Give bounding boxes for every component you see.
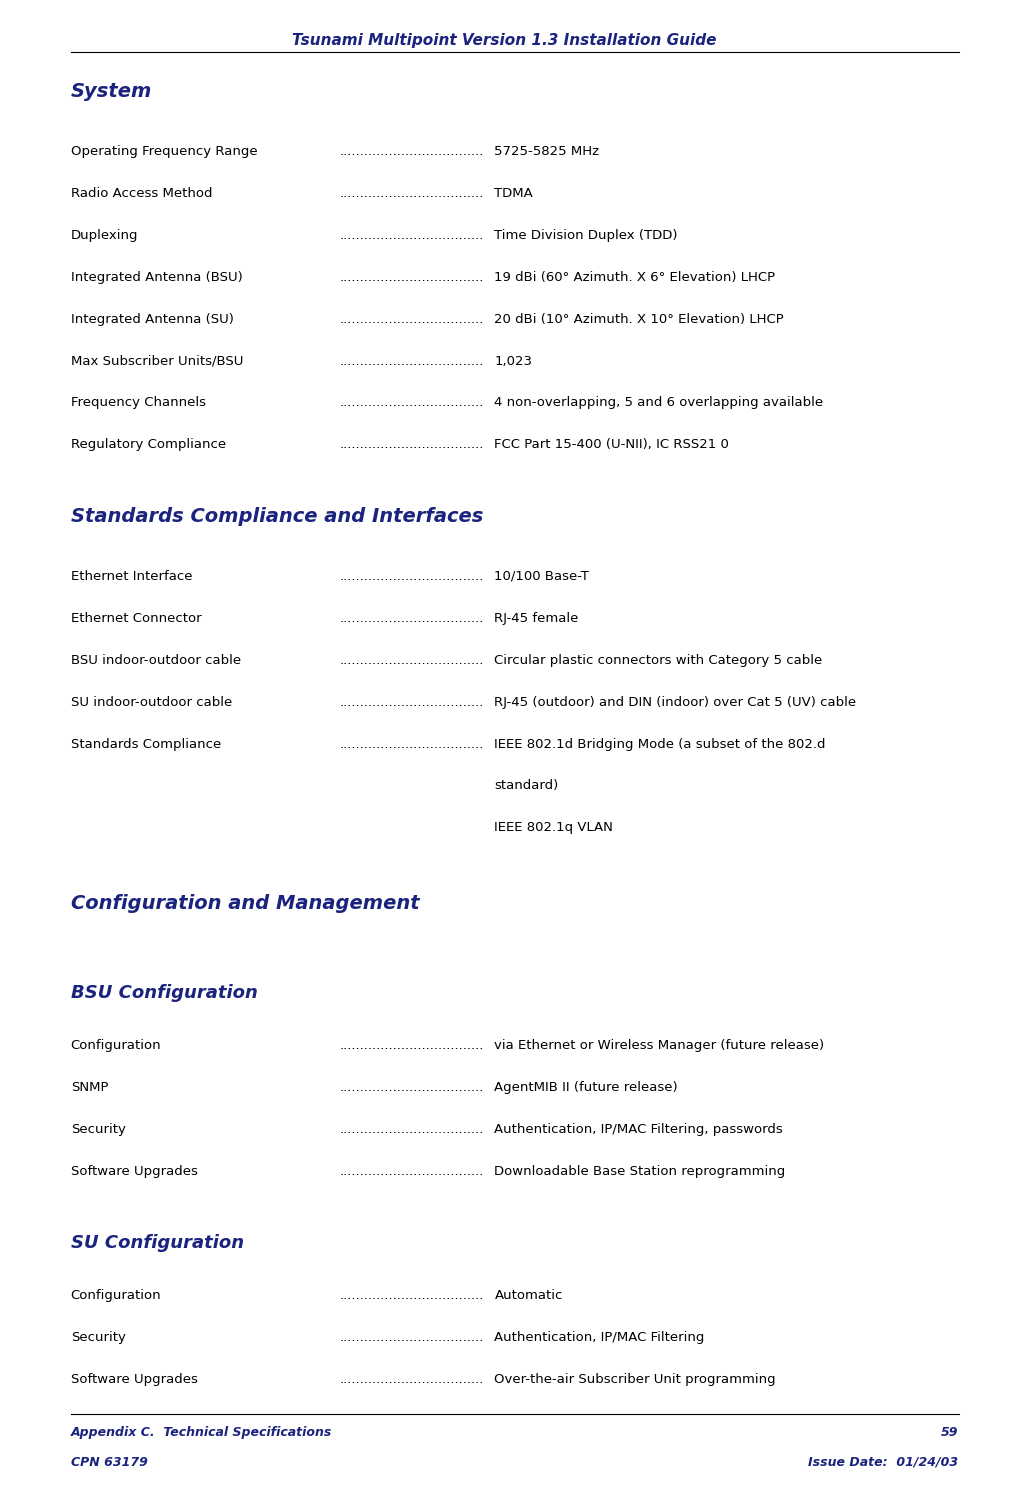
Text: Ethernet Interface: Ethernet Interface <box>71 570 192 583</box>
Text: ...................................: ................................... <box>340 1373 484 1385</box>
Text: Frequency Channels: Frequency Channels <box>71 396 206 410</box>
Text: ...................................: ................................... <box>340 570 484 583</box>
Text: Configuration: Configuration <box>71 1290 161 1302</box>
Text: 5725-5825 MHz: 5725-5825 MHz <box>494 145 599 159</box>
Text: Software Upgrades: Software Upgrades <box>71 1373 198 1385</box>
Text: AgentMIB II (future release): AgentMIB II (future release) <box>494 1082 678 1094</box>
Text: ...................................: ................................... <box>340 1290 484 1302</box>
Text: SNMP: SNMP <box>71 1082 108 1094</box>
Text: Regulatory Compliance: Regulatory Compliance <box>71 438 226 452</box>
Text: Issue Date:  01/24/03: Issue Date: 01/24/03 <box>808 1456 959 1469</box>
Text: ...................................: ................................... <box>340 187 484 200</box>
Text: 4 non-overlapping, 5 and 6 overlapping available: 4 non-overlapping, 5 and 6 overlapping a… <box>494 396 823 410</box>
Text: ...................................: ................................... <box>340 145 484 159</box>
Text: ...................................: ................................... <box>340 438 484 452</box>
Text: ...................................: ................................... <box>340 654 484 667</box>
Text: SU Configuration: SU Configuration <box>71 1234 244 1252</box>
Text: ...................................: ................................... <box>340 612 484 625</box>
Text: 19 dBi (60° Azimuth. X 6° Elevation) LHCP: 19 dBi (60° Azimuth. X 6° Elevation) LHC… <box>494 271 776 284</box>
Text: Operating Frequency Range: Operating Frequency Range <box>71 145 257 159</box>
Text: Automatic: Automatic <box>494 1290 563 1302</box>
Text: Security: Security <box>71 1123 125 1135</box>
Text: Duplexing: Duplexing <box>71 229 138 242</box>
Text: Standards Compliance and Interfaces: Standards Compliance and Interfaces <box>71 507 483 527</box>
Text: Authentication, IP/MAC Filtering: Authentication, IP/MAC Filtering <box>494 1331 704 1343</box>
Text: Integrated Antenna (BSU): Integrated Antenna (BSU) <box>71 271 242 284</box>
Text: Standards Compliance: Standards Compliance <box>71 738 221 751</box>
Text: 20 dBi (10° Azimuth. X 10° Elevation) LHCP: 20 dBi (10° Azimuth. X 10° Elevation) LH… <box>494 313 784 326</box>
Text: Ethernet Connector: Ethernet Connector <box>71 612 201 625</box>
Text: Over-the-air Subscriber Unit programming: Over-the-air Subscriber Unit programming <box>494 1373 776 1385</box>
Text: Max Subscriber Units/BSU: Max Subscriber Units/BSU <box>71 355 243 368</box>
Text: BSU indoor-outdoor cable: BSU indoor-outdoor cable <box>71 654 241 667</box>
Text: Downloadable Base Station reprogramming: Downloadable Base Station reprogramming <box>494 1165 786 1177</box>
Text: CPN 63179: CPN 63179 <box>71 1456 147 1469</box>
Text: SU indoor-outdoor cable: SU indoor-outdoor cable <box>71 696 232 709</box>
Text: Time Division Duplex (TDD): Time Division Duplex (TDD) <box>494 229 678 242</box>
Text: Appendix C.  Technical Specifications: Appendix C. Technical Specifications <box>71 1426 332 1439</box>
Text: ...................................: ................................... <box>340 1123 484 1135</box>
Text: ...................................: ................................... <box>340 1082 484 1094</box>
Text: ...................................: ................................... <box>340 696 484 709</box>
Text: Circular plastic connectors with Category 5 cable: Circular plastic connectors with Categor… <box>494 654 822 667</box>
Text: ...................................: ................................... <box>340 396 484 410</box>
Text: System: System <box>71 82 152 102</box>
Text: ...................................: ................................... <box>340 355 484 368</box>
Text: ...................................: ................................... <box>340 229 484 242</box>
Text: 1,023: 1,023 <box>494 355 533 368</box>
Text: IEEE 802.1q VLAN: IEEE 802.1q VLAN <box>494 821 613 835</box>
Text: 10/100 Base-T: 10/100 Base-T <box>494 570 589 583</box>
Text: 59: 59 <box>941 1426 959 1439</box>
Text: ...................................: ................................... <box>340 271 484 284</box>
Text: ...................................: ................................... <box>340 738 484 751</box>
Text: Configuration: Configuration <box>71 1040 161 1052</box>
Text: BSU Configuration: BSU Configuration <box>71 984 257 1002</box>
Text: Security: Security <box>71 1331 125 1343</box>
Text: Integrated Antenna (SU): Integrated Antenna (SU) <box>71 313 233 326</box>
Text: Software Upgrades: Software Upgrades <box>71 1165 198 1177</box>
Text: via Ethernet or Wireless Manager (future release): via Ethernet or Wireless Manager (future… <box>494 1040 824 1052</box>
Text: TDMA: TDMA <box>494 187 533 200</box>
Text: standard): standard) <box>494 779 559 793</box>
Text: ...................................: ................................... <box>340 1165 484 1177</box>
Text: RJ-45 (outdoor) and DIN (indoor) over Cat 5 (UV) cable: RJ-45 (outdoor) and DIN (indoor) over Ca… <box>494 696 857 709</box>
Text: FCC Part 15-400 (U-NII), IC RSS21 0: FCC Part 15-400 (U-NII), IC RSS21 0 <box>494 438 730 452</box>
Text: Configuration and Management: Configuration and Management <box>71 895 420 914</box>
Text: ...................................: ................................... <box>340 1331 484 1343</box>
Text: Authentication, IP/MAC Filtering, passwords: Authentication, IP/MAC Filtering, passwo… <box>494 1123 783 1135</box>
Text: RJ-45 female: RJ-45 female <box>494 612 579 625</box>
Text: Radio Access Method: Radio Access Method <box>71 187 212 200</box>
Text: Tsunami Multipoint Version 1.3 Installation Guide: Tsunami Multipoint Version 1.3 Installat… <box>293 33 716 48</box>
Text: ...................................: ................................... <box>340 313 484 326</box>
Text: ...................................: ................................... <box>340 1040 484 1052</box>
Text: IEEE 802.1d Bridging Mode (a subset of the 802.d: IEEE 802.1d Bridging Mode (a subset of t… <box>494 738 826 751</box>
